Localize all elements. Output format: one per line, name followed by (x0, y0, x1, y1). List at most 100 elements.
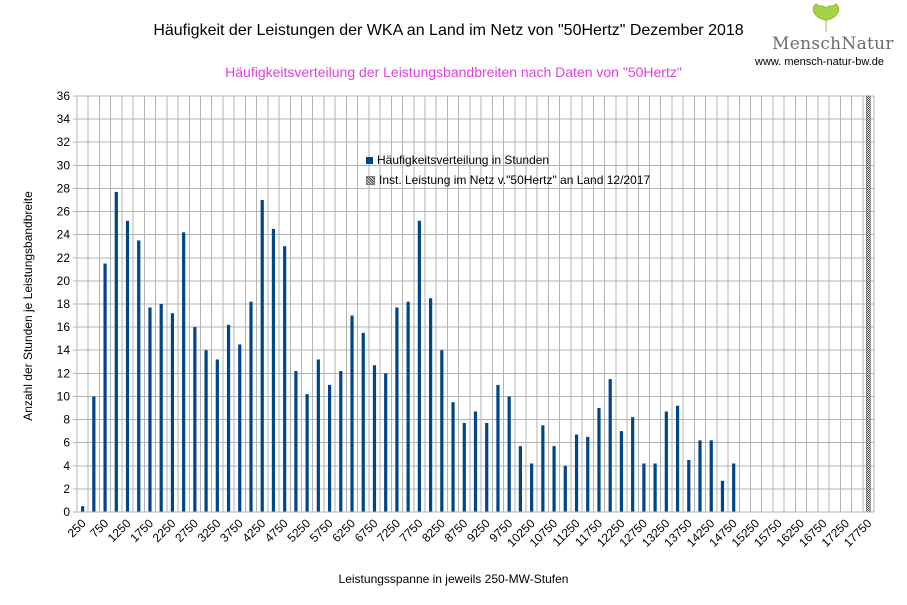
logo: MenschNatur www. mensch-natur-bw.de (755, 3, 905, 68)
y-tick-label: 34 (57, 112, 71, 126)
bar (440, 350, 444, 512)
bar (114, 191, 118, 512)
y-tick-label: 30 (57, 158, 71, 172)
y-tick-label: 22 (57, 251, 71, 265)
x-tick-label: 2750 (172, 516, 201, 545)
x-tick-label: 6750 (352, 516, 381, 545)
bar (92, 396, 96, 512)
legend-item-installed: Inst. Leistung im Netz v."50Hertz" an La… (366, 170, 650, 190)
bar (372, 365, 377, 512)
bar (305, 394, 309, 512)
bar (687, 460, 691, 512)
bar (283, 246, 287, 512)
x-tick-label: 7250 (374, 516, 403, 545)
bar (608, 379, 612, 512)
bar (552, 446, 556, 512)
x-tick-label: 4250 (240, 516, 269, 545)
ginkgo-leaf-icon (812, 3, 840, 32)
x-tick-label: 1250 (105, 516, 134, 545)
x-tick-label: 5250 (284, 516, 313, 545)
bar (361, 332, 365, 512)
bar (316, 359, 320, 512)
x-tick-label: 6250 (329, 516, 358, 545)
bar (103, 263, 107, 512)
bar (81, 506, 85, 512)
logo-name: MenschNatur (772, 34, 894, 54)
bar (720, 480, 725, 512)
x-tick-label: 3750 (217, 516, 246, 545)
bar (664, 411, 668, 512)
y-tick-label: 24 (57, 228, 71, 242)
bar (462, 423, 466, 512)
y-tick-label: 8 (63, 413, 70, 427)
x-tick-label: 8250 (419, 516, 448, 545)
legend-item-bars: Häufigkeitsverteilung in Stunden (366, 150, 650, 170)
bar (586, 436, 590, 512)
y-tick-label: 2 (63, 482, 70, 496)
bar (563, 465, 567, 512)
legend-label-bars: Häufigkeitsverteilung in Stunden (377, 153, 550, 167)
bar (530, 463, 534, 512)
bar (451, 402, 455, 512)
y-axis-label: Anzahl der Stunden je Leistungsbandbreit… (21, 191, 35, 421)
logo-url: www. mensch-natur-bw.de (755, 56, 884, 68)
bar (350, 315, 354, 512)
bar (597, 408, 601, 512)
bar (698, 440, 702, 512)
bar (518, 446, 523, 512)
y-tick-label: 32 (57, 135, 71, 149)
x-tick-label: 4750 (262, 516, 291, 545)
bar (485, 423, 489, 512)
bar (406, 301, 410, 512)
bar (395, 307, 399, 512)
bar (417, 220, 421, 513)
bar (159, 304, 163, 512)
x-tick-label: 2250 (150, 516, 179, 545)
x-axis-label: Leistungsspanne in jeweils 250-MW-Stufen (338, 572, 569, 586)
bar (473, 411, 478, 512)
bar (182, 232, 186, 512)
y-tick-label: 0 (63, 505, 70, 519)
y-tick-label: 20 (57, 274, 71, 288)
x-tick-label: 1750 (127, 516, 156, 545)
bar (428, 298, 433, 512)
y-tick-label: 14 (57, 343, 71, 357)
bar (125, 220, 130, 513)
x-tick-label: 3250 (195, 516, 224, 545)
bar (260, 200, 264, 512)
bar (496, 384, 500, 512)
y-tick-label: 36 (57, 89, 71, 103)
bar (137, 240, 141, 512)
bar (507, 396, 511, 512)
legend-swatch-installed (366, 175, 375, 185)
bar (226, 324, 231, 512)
y-tick-label: 26 (57, 205, 71, 219)
y-tick-label: 10 (57, 389, 71, 403)
bar (631, 417, 635, 512)
y-tick-label: 28 (57, 181, 71, 195)
bar (541, 425, 545, 512)
y-tick-label: 12 (57, 366, 71, 380)
bar (204, 350, 208, 512)
x-tick-label: 9250 (464, 516, 493, 545)
y-tick-label: 6 (63, 436, 70, 450)
x-tick-label: 8750 (442, 516, 471, 545)
bar (619, 431, 624, 512)
y-tick-label: 18 (57, 297, 71, 311)
bar (193, 327, 197, 512)
bar (574, 434, 579, 512)
bar (339, 371, 343, 512)
legend: Häufigkeitsverteilung in Stunden Inst. L… (366, 150, 650, 190)
y-tick-label: 4 (63, 459, 70, 473)
legend-swatch-bars (366, 156, 373, 164)
bar (170, 313, 175, 512)
x-tick-label: 7750 (397, 516, 426, 545)
bar (709, 440, 713, 512)
x-tick-label: 5750 (307, 516, 336, 545)
bar (148, 307, 152, 512)
bar (327, 384, 332, 512)
bar (271, 228, 276, 512)
bar (294, 371, 298, 512)
bar (384, 373, 388, 512)
